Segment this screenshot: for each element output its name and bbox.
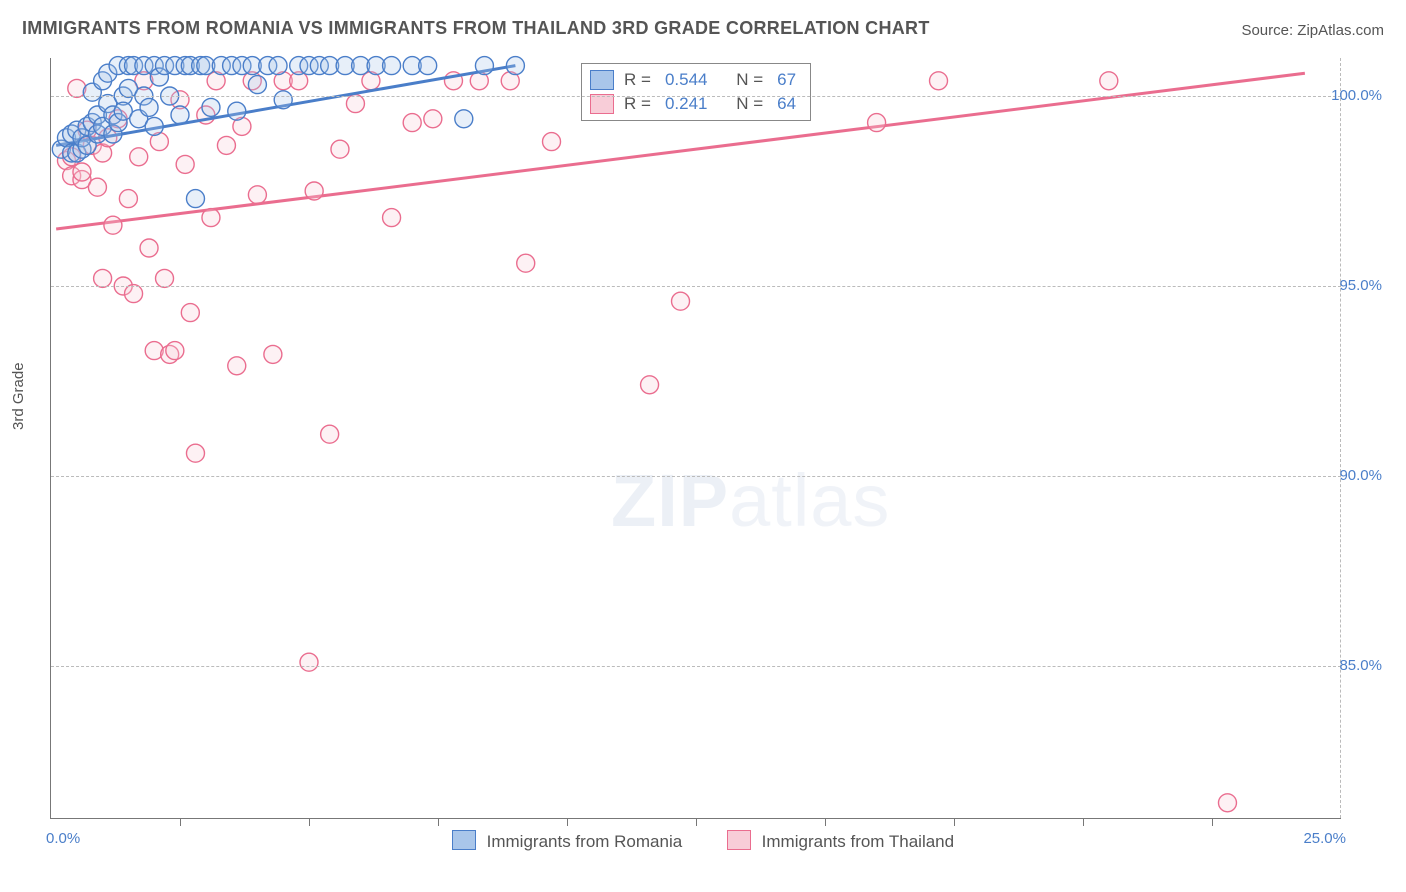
swatch-thailand-bottom-icon — [727, 830, 751, 850]
thailand-label: Immigrants from Thailand — [762, 832, 954, 851]
data-point — [145, 117, 163, 135]
x-tick — [1212, 818, 1213, 826]
data-point — [868, 114, 886, 132]
gridline — [51, 96, 1341, 97]
data-point — [119, 190, 137, 208]
data-point — [543, 133, 561, 151]
data-point — [383, 209, 401, 227]
watermark: ZIPatlas — [611, 458, 890, 543]
data-point — [424, 110, 442, 128]
romania-r-value: 0.544 — [665, 68, 708, 92]
plot-area: ZIPatlas R = 0.544 N = 67 R = 0.241 N = … — [50, 58, 1341, 819]
data-point — [228, 357, 246, 375]
data-point — [202, 209, 220, 227]
data-point — [346, 95, 364, 113]
data-point — [455, 110, 473, 128]
data-point — [248, 186, 266, 204]
data-point — [140, 98, 158, 116]
x-tick — [1083, 818, 1084, 826]
data-point — [475, 57, 493, 75]
bottom-legend: Immigrants from Romania Immigrants from … — [0, 830, 1406, 852]
y-tick-label: 85.0% — [1339, 657, 1382, 674]
data-point — [130, 148, 148, 166]
romania-label: Immigrants from Romania — [487, 832, 683, 851]
data-point — [186, 444, 204, 462]
x-tick — [309, 818, 310, 826]
data-point — [186, 190, 204, 208]
stats-legend: R = 0.544 N = 67 R = 0.241 N = 64 — [581, 63, 811, 121]
data-point — [383, 57, 401, 75]
data-point — [1100, 72, 1118, 90]
data-point — [305, 182, 323, 200]
data-point — [171, 106, 189, 124]
romania-n-value: 67 — [777, 68, 796, 92]
data-point — [248, 76, 266, 94]
data-point — [88, 178, 106, 196]
chart-title: IMMIGRANTS FROM ROMANIA VS IMMIGRANTS FR… — [22, 18, 930, 39]
x-tick — [696, 818, 697, 826]
data-point — [156, 269, 174, 287]
x-tick — [567, 818, 568, 826]
y-axis-label: 3rd Grade — [10, 362, 27, 430]
y-tick-label: 100.0% — [1331, 87, 1382, 104]
n-label: N = — [736, 68, 763, 92]
data-point — [419, 57, 437, 75]
data-point — [94, 269, 112, 287]
legend-row-romania: R = 0.544 N = 67 — [590, 68, 800, 92]
watermark-bold: ZIP — [611, 459, 729, 542]
data-point — [202, 98, 220, 116]
source-label: Source: ZipAtlas.com — [1241, 22, 1384, 39]
bottom-legend-thailand: Immigrants from Thailand — [727, 832, 954, 851]
x-tick — [954, 818, 955, 826]
data-point — [641, 376, 659, 394]
data-point — [73, 163, 91, 181]
data-point — [930, 72, 948, 90]
data-point — [140, 239, 158, 257]
swatch-thailand-icon — [590, 94, 614, 114]
data-point — [274, 91, 292, 109]
swatch-romania-bottom-icon — [452, 830, 476, 850]
data-point — [300, 653, 318, 671]
x-tick — [180, 818, 181, 826]
r-label: R = — [624, 68, 651, 92]
x-tick — [438, 818, 439, 826]
y-tick-label: 95.0% — [1339, 277, 1382, 294]
data-point — [403, 114, 421, 132]
data-point — [181, 304, 199, 322]
data-point — [506, 57, 524, 75]
gridline — [51, 666, 1341, 667]
watermark-thin: atlas — [729, 459, 890, 542]
data-point — [672, 292, 690, 310]
data-point — [125, 285, 143, 303]
plot-svg — [51, 58, 1341, 818]
data-point — [1218, 794, 1236, 812]
data-point — [228, 102, 246, 120]
bottom-legend-romania: Immigrants from Romania — [452, 832, 687, 851]
data-point — [517, 254, 535, 272]
data-point — [176, 155, 194, 173]
swatch-romania-icon — [590, 70, 614, 90]
data-point — [166, 342, 184, 360]
y-tick-label: 90.0% — [1339, 467, 1382, 484]
gridline — [51, 286, 1341, 287]
data-point — [264, 345, 282, 363]
x-tick — [825, 818, 826, 826]
gridline — [51, 476, 1341, 477]
data-point — [321, 425, 339, 443]
data-point — [331, 140, 349, 158]
data-point — [269, 57, 287, 75]
data-point — [217, 136, 235, 154]
data-point — [104, 216, 122, 234]
